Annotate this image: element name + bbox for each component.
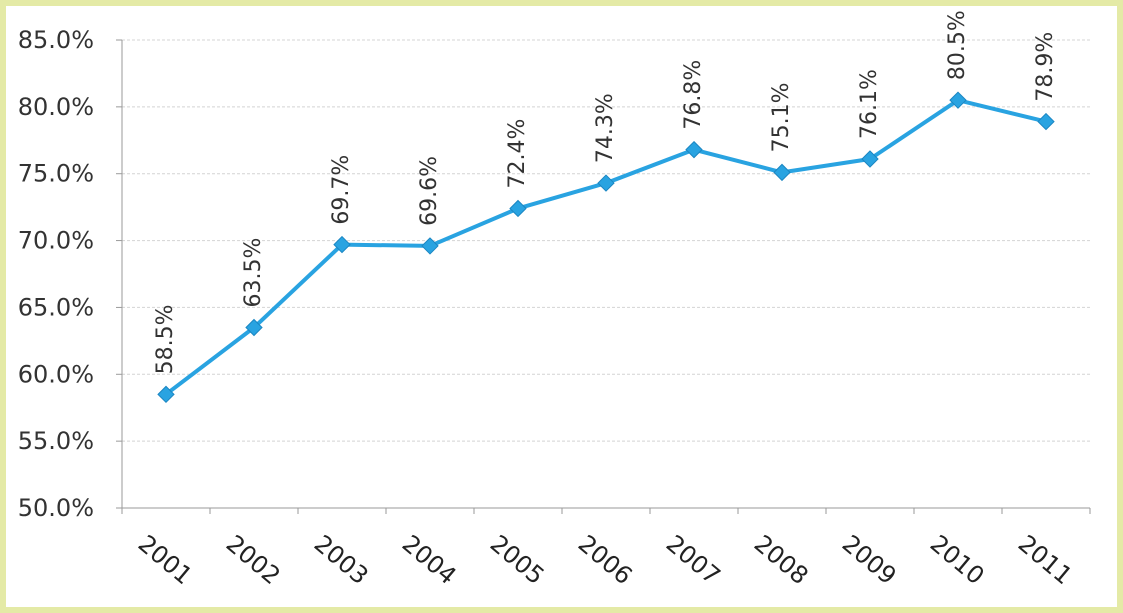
data-label: 58.5% [153,304,178,374]
x-axis-ticks: 2001 2002 2003 2004 2005 2006 2007 2008 2009 2010… [133,530,1078,591]
y-tick-label: 50.0% [18,494,94,522]
data-label: 74.3% [593,93,618,163]
data-label: 78.9% [1033,32,1058,102]
data-point-marker [597,174,615,192]
x-tick-label: 2010 [925,530,990,591]
x-tick-label: 2008 [749,530,814,591]
y-tick-label: 70.0% [18,227,94,255]
x-tick-label: 2007 [661,530,726,591]
data-label: 69.7% [329,155,354,225]
y-tick-label: 80.0% [18,93,94,121]
y-tick-label: 60.0% [18,360,94,388]
y-tick-label: 55.0% [18,427,94,455]
data-point-marker [1037,112,1055,131]
x-tick-label: 2004 [397,530,462,591]
y-tick-label: 75.0% [18,160,94,188]
gridlines [122,39,1090,442]
data-labels: 58.5% 63.5% 69.7% 69.6% 72.4% 74.3% 76.8% 75.1%… [153,10,1058,374]
data-point-marker [509,199,527,218]
x-tick-label: 2003 [309,530,374,591]
data-point-marker [421,237,439,255]
x-tick-label: 2001 [133,530,198,591]
x-tick-label: 2002 [221,530,286,591]
y-axis-ticks: 50.0% 55.0% 60.0% 65.0% 70.0% 75.0% 80.0% 85.0% [18,26,94,522]
data-point-marker [157,385,175,404]
data-label: 75.1% [769,82,794,152]
data-point-marker [949,91,967,109]
x-tick-label: 2006 [573,530,638,591]
y-tick-label: 85.0% [18,26,94,54]
data-label: 63.5% [241,238,266,308]
data-label: 80.5% [945,10,970,80]
data-point-marker [861,150,879,168]
data-label: 76.1% [857,69,882,139]
axes [116,39,1091,514]
data-point-marker [773,163,791,182]
data-point-marker [333,235,351,254]
x-tick-label: 2009 [837,530,902,591]
data-label: 76.8% [681,60,706,130]
x-tick-label: 2011 [1013,530,1078,591]
series-markers [157,91,1055,404]
y-tick-label: 65.0% [18,293,94,321]
data-label: 72.4% [505,119,530,189]
data-point-marker [245,318,263,337]
data-label: 69.6% [417,156,442,226]
x-tick-label: 2005 [485,530,550,591]
data-point-marker [685,140,703,159]
